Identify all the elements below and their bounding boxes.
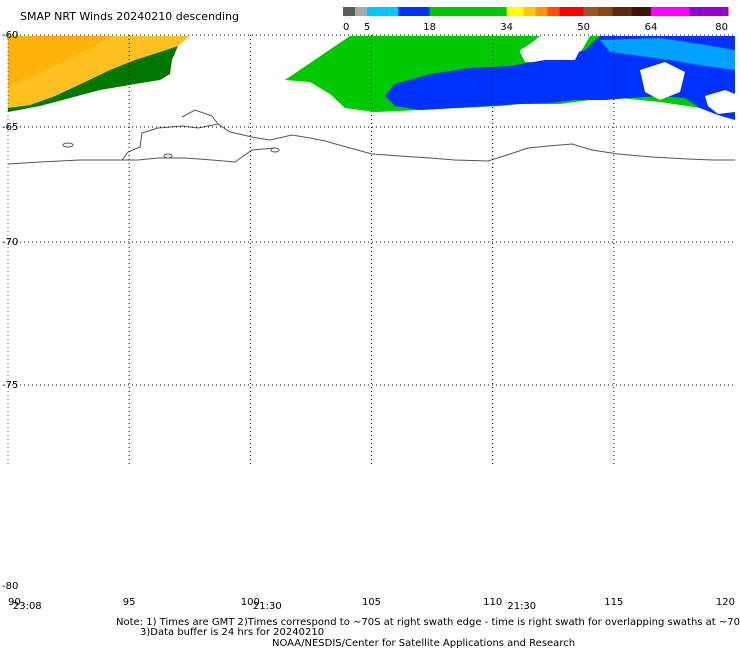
longitude-label: 105 — [362, 597, 381, 608]
latitude-label: -65 — [2, 122, 18, 133]
colorbar-tick-label: 5 — [364, 22, 370, 33]
colorbar-segment — [429, 7, 508, 16]
swath-time-label: 21:30 — [507, 601, 536, 612]
latitude-label: -75 — [2, 380, 18, 391]
colorbar-segment — [367, 7, 399, 16]
colorbar-segment — [689, 7, 729, 16]
longitude-label: 120 — [716, 597, 735, 608]
latitude-label: -60 — [2, 30, 18, 41]
longitude-label: 90 — [8, 597, 21, 608]
note-line-1: Note: 1) Times are GMT 2)Times correspon… — [116, 617, 740, 628]
colorbar-segment — [355, 7, 368, 16]
colorbar-segment — [535, 7, 549, 16]
colorbar-segment — [631, 7, 652, 16]
colorbar-segment — [547, 7, 561, 16]
colorbar-segment — [598, 7, 613, 16]
latitude-label: -80 — [2, 581, 18, 592]
colorbar-segment — [343, 7, 356, 16]
longitude-label: 95 — [123, 597, 136, 608]
note-line-2: 3)Data buffer is 24 hrs for 20240210 — [140, 627, 324, 638]
map-title: SMAP NRT Winds 20240210 descending — [20, 10, 239, 23]
colorbar: 0 5 18 34 50 64 80 — [343, 7, 729, 33]
colorbar-tick-label: 34 — [500, 22, 513, 33]
wind-swath-west — [8, 36, 190, 112]
longitude-label: 110 — [483, 597, 502, 608]
colorbar-tick-label: 18 — [423, 22, 436, 33]
colorbar-tick-label: 50 — [577, 22, 590, 33]
swath-time-label: 21:30 — [253, 601, 282, 612]
wind-swath-east — [285, 36, 735, 120]
latitude-label: -70 — [2, 237, 18, 248]
colorbar-segment — [651, 7, 690, 16]
coastline — [7, 109, 735, 165]
colorbar-segment — [506, 7, 524, 16]
colorbar-segment — [523, 7, 536, 16]
swath-time-label: 23:08 — [13, 601, 42, 612]
colorbar-segment — [612, 7, 633, 16]
graticule — [7, 34, 735, 466]
colorbar-segment — [559, 7, 585, 16]
colorbar-tick-label: 0 — [343, 22, 349, 33]
colorbar-segment — [583, 7, 599, 16]
latitude-labels: -60 -65 -70 -75 -80 — [2, 30, 18, 592]
colorbar-segment — [398, 7, 431, 16]
longitude-label: 100 — [241, 597, 260, 608]
longitude-labels: 90 95 100 105 110 115 120 — [8, 597, 735, 608]
time-labels: 23:08 21:30 21:30 — [13, 601, 536, 612]
note-line-3: NOAA/NESDIS/Center for Satellite Applica… — [272, 638, 575, 649]
colorbar-tick-label: 80 — [715, 22, 728, 33]
longitude-label: 115 — [604, 597, 623, 608]
colorbar-tick-label: 64 — [645, 22, 658, 33]
